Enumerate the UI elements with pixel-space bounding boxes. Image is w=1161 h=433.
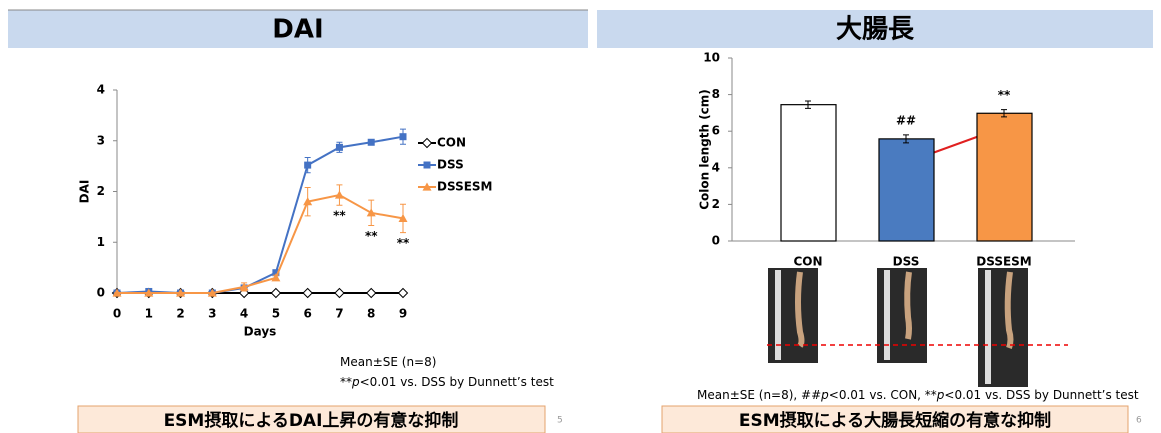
- bar: [781, 105, 836, 241]
- y-axis-label: DAI: [78, 180, 92, 204]
- marker: [367, 289, 376, 298]
- x-tick-label: 6: [303, 307, 311, 321]
- y-tick-label: 3: [97, 133, 105, 147]
- footnote-part: **: [340, 375, 352, 389]
- x-axis-label: Days: [244, 325, 277, 339]
- significance: **: [397, 236, 410, 250]
- footnote: **p<0.01 vs. DSS by Dunnett’s test: [340, 375, 554, 389]
- x-tick-label: 9: [399, 307, 407, 321]
- x-tick-label: DSSESM: [976, 255, 1032, 269]
- y-tick-label: 0: [97, 286, 105, 300]
- marker: [335, 191, 344, 199]
- marker: [368, 139, 375, 146]
- footnote-part: <0.01 vs. DSS by Dunnett’s test: [360, 375, 554, 389]
- marker: [335, 289, 344, 298]
- marker: [423, 139, 432, 148]
- series-line: [117, 137, 403, 293]
- slide: DAI 大腸長 ESM摂取によるDAI上昇の有意な抑制 5 ESM摂取による大腸…: [0, 0, 1161, 433]
- marker: [336, 144, 343, 151]
- y-tick-label: 2: [97, 184, 105, 198]
- significance: **: [333, 209, 346, 223]
- marker: [424, 162, 431, 169]
- y-tick-label: 8: [712, 87, 720, 101]
- x-tick-label: DSS: [893, 255, 920, 269]
- legend-label: CON: [437, 136, 466, 150]
- page-number: 6: [1136, 416, 1142, 426]
- marker: [399, 289, 408, 298]
- caption: ESM摂取によるDAI上昇の有意な抑制: [164, 410, 459, 431]
- y-axis-label: Colon length (cm): [698, 89, 712, 210]
- x-tick-label: 5: [272, 307, 280, 321]
- marker: [271, 289, 280, 298]
- y-tick-label: 2: [712, 197, 720, 211]
- x-tick-label: CON: [793, 255, 822, 269]
- y-tick-label: 6: [712, 124, 720, 138]
- marker: [400, 133, 407, 140]
- x-tick-label: 3: [208, 307, 216, 321]
- significance: ##: [896, 113, 916, 127]
- legend-label: DSSESM: [437, 180, 493, 194]
- y-tick-label: 1: [97, 235, 105, 249]
- x-tick-label: 0: [113, 307, 121, 321]
- x-tick-label: 7: [335, 307, 343, 321]
- panel-title: DAI: [272, 15, 323, 45]
- x-tick-label: 2: [176, 307, 184, 321]
- bar: [879, 139, 934, 241]
- x-tick-label: 1: [145, 307, 153, 321]
- footnote-part: Mean±SE (n=8), ##: [697, 388, 821, 402]
- panel-title: 大腸長: [836, 15, 915, 45]
- colon-photos: [767, 268, 1068, 387]
- footnote-part: <0.01 vs. CON, **: [829, 388, 937, 402]
- footnote-part: <0.01 vs. DSS by Dunnett’s test: [944, 388, 1138, 402]
- page-number: 5: [557, 416, 563, 426]
- marker: [303, 289, 312, 298]
- y-tick-label: 0: [712, 234, 720, 248]
- footnote-part: Mean±SE (n=8): [340, 355, 436, 369]
- y-tick-label: 10: [703, 51, 720, 65]
- x-tick-label: 8: [367, 307, 375, 321]
- significance: **: [998, 88, 1011, 102]
- footnote: Mean±SE (n=8): [340, 355, 436, 369]
- marker: [304, 162, 311, 169]
- y-tick-label: 4: [712, 160, 720, 174]
- bar: [977, 113, 1032, 241]
- x-tick-label: 4: [240, 307, 248, 321]
- legend-label: DSS: [437, 158, 464, 172]
- significance: **: [365, 229, 378, 243]
- footnote: Mean±SE (n=8), ##p<0.01 vs. CON, **p<0.0…: [697, 388, 1139, 402]
- y-tick-label: 4: [97, 83, 105, 97]
- series-line: [117, 195, 403, 293]
- caption: ESM摂取による大腸長短縮の有意な抑制: [739, 410, 1051, 431]
